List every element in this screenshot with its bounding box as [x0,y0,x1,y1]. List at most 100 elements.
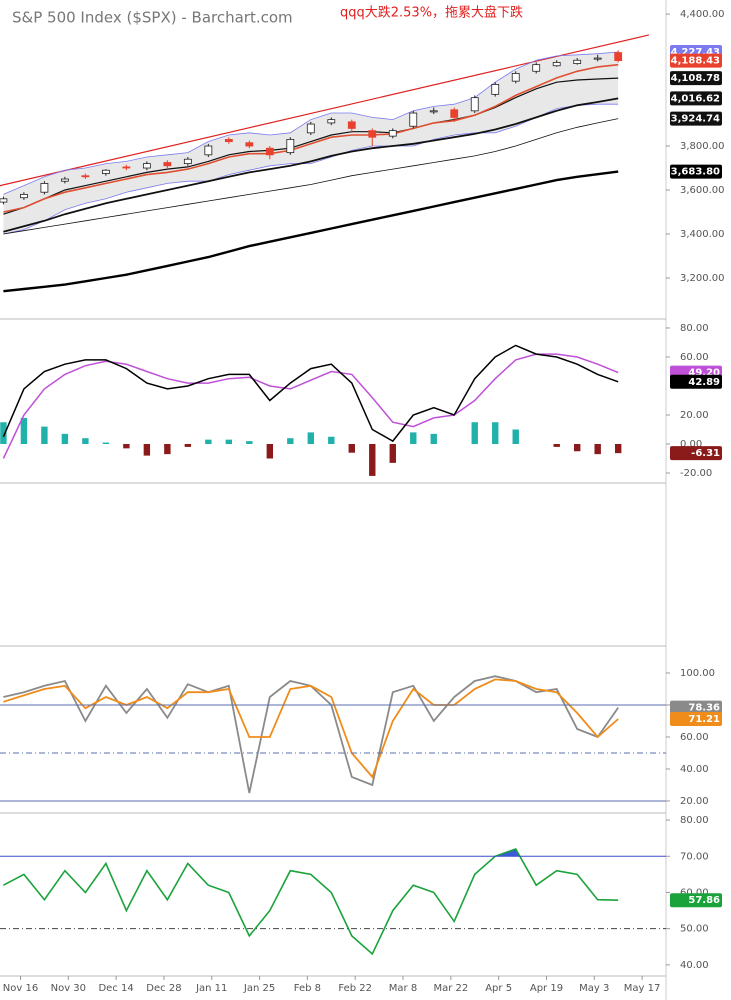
y-tick-label: 60.00 [680,887,709,898]
histogram-bar [205,439,212,445]
candle-body [286,139,295,154]
histogram-bar [102,442,110,445]
histogram-bar [369,444,376,476]
candle-body [142,163,151,169]
end-label: 78.36 [688,703,720,714]
y-tick-label: 4,400.00 [680,9,725,20]
candle-body [245,142,254,147]
y-tick-label: 3,400.00 [680,229,725,240]
histogram-bar [41,426,48,445]
end-label: 3,924.74 [671,114,720,125]
y-tick-label: -20.00 [680,468,712,479]
candle-body [470,97,479,112]
candle-body [614,52,623,62]
end-label-box [670,374,722,389]
histogram-bar [164,444,171,455]
series-line [3,678,619,779]
candle-body [552,62,561,67]
histogram-bar [410,432,417,445]
y-tick-label: 50.00 [680,924,709,935]
series-line [3,848,619,956]
histogram-bar [61,433,69,445]
y-tick-label: 3,200.00 [680,273,725,284]
histogram-bar [0,422,7,445]
x-tick-label: May 3 [579,983,609,994]
x-tick-label: Mar 22 [433,983,468,994]
panel [0,344,622,476]
histogram-bar [430,433,437,445]
y-tick-label: 20.00 [680,796,709,807]
end-label-box [670,111,722,126]
x-tick-label: Feb 22 [338,983,372,994]
candle-body [532,64,541,72]
series-line [3,97,619,233]
end-label: 4,016.62 [671,93,720,104]
candle-body [450,109,459,118]
x-tick-label: Dec 14 [98,983,133,994]
candle-body [122,166,131,169]
y-tick-label: 0.00 [680,439,702,450]
histogram-bar [553,444,560,447]
candle-body [81,175,90,178]
end-label: 57.86 [688,895,720,906]
y-tick-label: 80.00 [680,323,709,334]
candle-body [265,147,274,156]
end-label-box [670,446,722,461]
chart-title: S&P 500 Index ($SPX) - Barchart.com [12,9,293,27]
end-label-box [670,53,722,68]
histogram-bar [492,422,499,445]
candle-body [347,121,356,129]
x-tick-label: Apr 19 [530,983,563,994]
x-tick-label: May 17 [624,983,661,994]
end-label: 3,683.80 [671,167,720,178]
candle-body [368,130,377,138]
series-line [2,344,619,443]
y-tick-label: 70.00 [680,851,709,862]
candle-body [60,178,69,182]
candle-body [163,162,172,167]
y-tick-label: 40.00 [680,960,709,971]
panel [3,848,619,956]
candle-body [388,130,397,137]
histogram-bar [246,441,253,445]
candle-body [409,112,418,127]
histogram-bar [348,444,355,453]
end-label: 49.20 [688,368,720,379]
panel [0,34,650,293]
histogram-bar [82,438,89,445]
end-label-box [670,71,722,86]
end-label: 71.21 [688,714,720,725]
histogram-bar [328,436,335,445]
series-line [3,51,619,195]
candle-body [573,59,582,64]
series-line [3,118,619,235]
histogram-bar [307,432,314,445]
series-line [3,77,619,215]
histogram-bar [225,439,233,445]
candle-body [327,119,336,124]
histogram-bar [20,417,28,445]
candle-body [511,73,520,82]
x-tick-label: Nov 30 [51,983,86,994]
x-tick-label: Apr 5 [485,983,512,994]
series-line [3,103,619,235]
histogram-bar [471,422,478,445]
candle-body [0,198,8,203]
candle-body [593,57,602,60]
x-tick-label: Jan 11 [195,983,227,994]
end-label-box [670,164,722,179]
histogram-bar [266,444,274,459]
y-tick-label: 3,800.00 [680,141,725,152]
series-line [3,170,619,293]
end-label: 4,108.78 [671,73,720,84]
candle-body [183,158,192,165]
y-tick-label: 20.00 [680,410,709,421]
end-label: 4,227.43 [671,47,720,58]
histogram-bar [123,444,130,449]
annotation: qqq大跌2.53%，拖累大盘下跌 [340,5,523,21]
end-label-box [670,700,722,715]
histogram-bar [614,444,622,454]
candle-body [224,139,233,143]
y-tick-label: 80.00 [680,815,709,826]
